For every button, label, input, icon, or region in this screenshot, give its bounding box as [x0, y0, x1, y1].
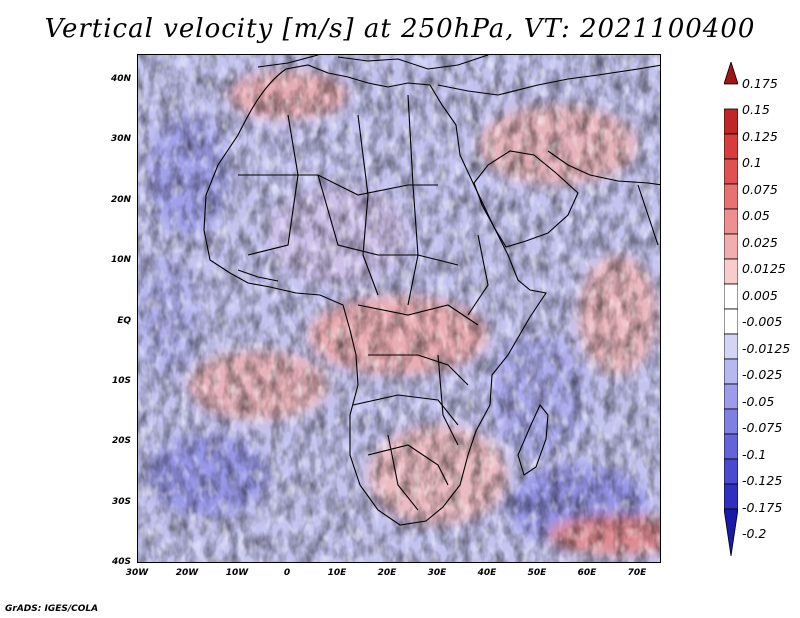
- colorbar-swatch: [724, 108, 738, 135]
- lon-tick-label: 30W: [125, 568, 149, 578]
- colorbar: [724, 62, 738, 556]
- lon-tick-label: 0: [283, 568, 291, 578]
- colorbar-label: 0.15: [742, 102, 770, 118]
- lat-tick-label: 40S: [111, 557, 131, 567]
- colorbar-swatch: [724, 358, 738, 385]
- colorbar-label: 0.025: [742, 234, 778, 250]
- lat-tick-label: 10S: [111, 375, 131, 386]
- colorbar-swatch: [724, 283, 738, 310]
- colorbar-swatch: [724, 508, 738, 556]
- colorbar-label: -0.025: [742, 367, 783, 383]
- colorbar-swatch: [724, 258, 738, 285]
- colorbar-swatch: [724, 333, 738, 360]
- colorbar-swatch: [724, 208, 738, 235]
- lon-tick-label: 40E: [477, 568, 497, 578]
- colorbar-label: -0.2: [742, 526, 767, 541]
- lat-tick-label: EQ: [117, 315, 131, 326]
- lon-tick-label: 10E: [327, 568, 347, 578]
- colorbar-label: -0.175: [742, 499, 783, 515]
- colorbar-label: 0.005: [742, 287, 778, 303]
- lon-tick-label: 10W: [225, 568, 249, 578]
- colorbar-label: -0.0125: [742, 340, 791, 356]
- vertical-velocity-map: [137, 54, 661, 563]
- colorbar-label: 0.175: [742, 76, 778, 91]
- colorbar-swatch: [724, 62, 738, 85]
- lon-tick-label: 20W: [175, 568, 199, 578]
- lon-tick-label: 60E: [577, 568, 597, 578]
- lon-tick-label: 30E: [427, 568, 447, 578]
- lat-tick-label: 10N: [110, 255, 131, 266]
- lon-tick-label: 20E: [377, 568, 397, 578]
- map-field: [138, 55, 660, 562]
- colorbar-swatch: [724, 433, 738, 460]
- colorbar-swatch: [724, 158, 738, 185]
- colorbar-swatch: [724, 233, 738, 260]
- lon-tick-label: 70E: [627, 568, 647, 578]
- colorbar-label: 0.075: [742, 181, 778, 197]
- colorbar-swatch: [724, 383, 738, 410]
- lat-tick-label: 30N: [110, 134, 131, 145]
- lon-tick-label: 50E: [527, 568, 547, 578]
- lat-tick-label: 20S: [111, 436, 131, 447]
- colorbar-label: -0.05: [742, 393, 775, 409]
- colorbar-label: 0.1: [742, 155, 762, 171]
- colorbar-swatch: [724, 308, 738, 335]
- colorbar-label: 0.125: [742, 128, 778, 144]
- colorbar-label: 0.05: [742, 208, 770, 224]
- lat-tick-label: 30S: [111, 496, 131, 507]
- colorbar-swatch: [724, 458, 738, 485]
- colorbar-label: -0.125: [742, 473, 783, 489]
- colorbar-label: -0.075: [742, 420, 783, 436]
- colorbar-swatch: [724, 408, 738, 435]
- map-title: Vertical velocity [m/s] at 250hPa, VT: 2…: [44, 14, 756, 44]
- colorbar-label: -0.005: [742, 314, 783, 330]
- colorbar-swatch: [724, 183, 738, 210]
- lat-tick-label: 40N: [110, 74, 131, 84]
- credit-label: GrADS: IGES/COLA: [5, 604, 99, 614]
- colorbar-label: 0.0125: [742, 261, 786, 277]
- lat-tick-label: 20N: [110, 194, 131, 205]
- colorbar-label: -0.1: [742, 446, 767, 462]
- colorbar-swatch: [724, 483, 738, 510]
- colorbar-swatch: [724, 133, 738, 160]
